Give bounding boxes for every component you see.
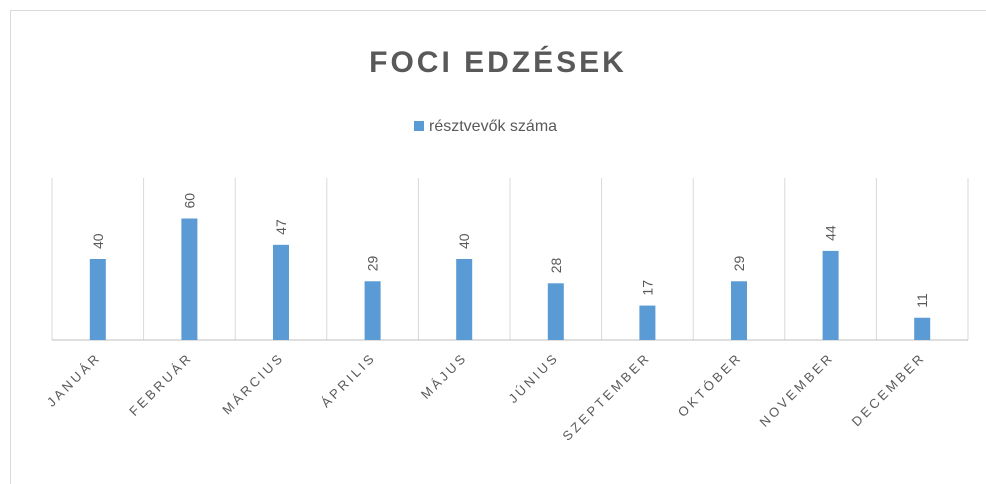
data-label: 40 xyxy=(90,233,106,249)
chart-title: FOCI EDZÉSEK xyxy=(369,45,627,79)
chart-border xyxy=(10,10,986,484)
data-label: 29 xyxy=(365,255,381,271)
bar xyxy=(914,317,931,340)
data-label: 44 xyxy=(823,225,839,241)
data-label: 47 xyxy=(273,219,289,235)
data-label: 60 xyxy=(181,193,197,209)
legend-label: résztvevők száma xyxy=(429,118,557,135)
bar xyxy=(89,259,106,340)
x-tick-label: DECEMBER xyxy=(849,350,929,430)
bar xyxy=(639,305,656,340)
x-tick-label: MÁJUS xyxy=(418,350,470,402)
x-tick-label: OKTÓBER xyxy=(675,350,745,420)
bar xyxy=(547,283,564,340)
bar xyxy=(822,250,839,340)
x-tick-label: JÚNIUS xyxy=(505,350,562,407)
x-tick-label: MÁRCIUS xyxy=(219,350,287,418)
x-tick-label: ÁPRILIS xyxy=(318,350,379,411)
x-tick-label: NOVEMBER xyxy=(757,350,837,430)
data-label: 29 xyxy=(731,255,747,271)
bar xyxy=(273,244,289,340)
data-label: 40 xyxy=(456,233,472,249)
bar xyxy=(181,218,198,340)
data-label: 11 xyxy=(914,293,930,308)
bar xyxy=(456,259,473,340)
data-label: 28 xyxy=(548,258,564,274)
x-tick-label: FEBRUÁR xyxy=(126,350,195,419)
data-label: 17 xyxy=(639,280,655,296)
x-tick-label: JANUÁR xyxy=(44,350,104,410)
legend-swatch xyxy=(414,121,424,131)
x-tick-label: SZEPTEMBER xyxy=(559,350,653,444)
bar xyxy=(364,281,381,340)
bar xyxy=(731,281,747,340)
